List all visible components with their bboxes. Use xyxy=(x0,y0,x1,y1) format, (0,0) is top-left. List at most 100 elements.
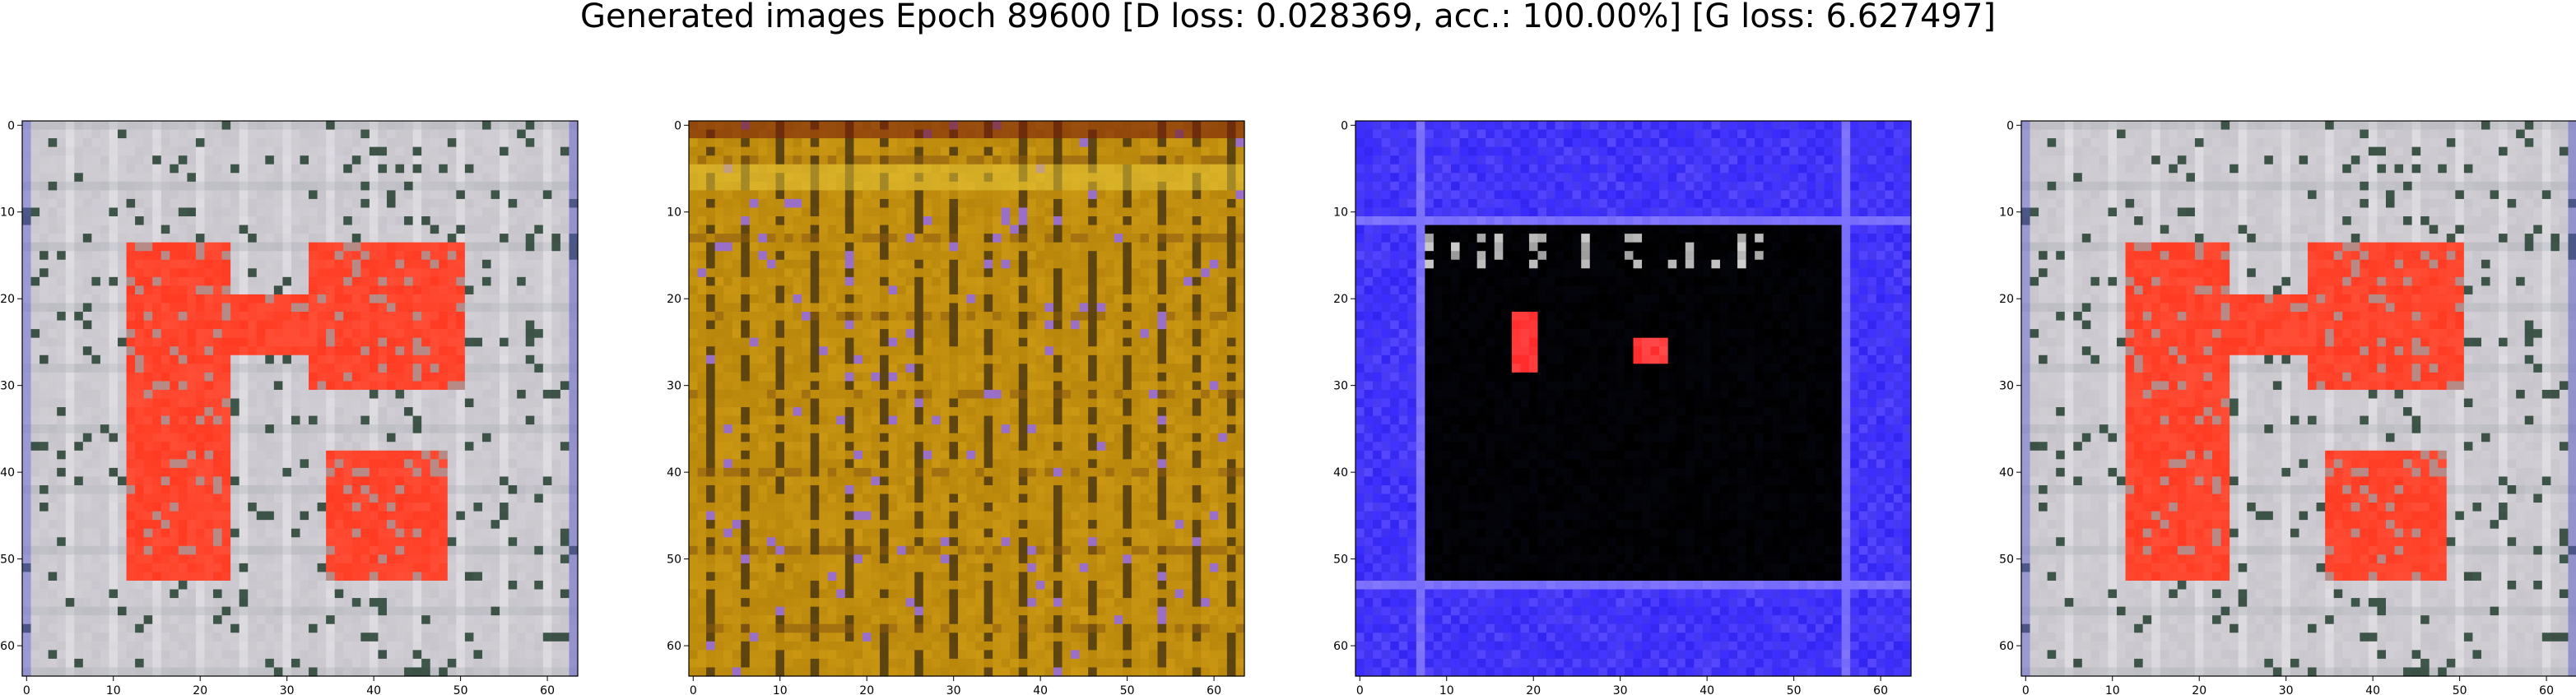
image-pixel xyxy=(369,598,379,608)
image-pixel xyxy=(378,467,388,478)
image-pixel xyxy=(784,234,794,243)
image-pixel xyxy=(30,520,40,530)
image-pixel xyxy=(230,563,240,573)
image-pixel xyxy=(282,312,292,322)
image-pixel xyxy=(273,181,284,191)
image-pixel xyxy=(239,381,249,391)
image-pixel xyxy=(1148,173,1159,183)
image-pixel xyxy=(412,329,422,339)
image-pixel xyxy=(386,484,397,495)
image-pixel xyxy=(82,433,92,442)
image-pixel xyxy=(430,511,439,521)
image-pixel xyxy=(152,138,162,148)
image-pixel xyxy=(351,268,361,278)
image-pixel xyxy=(481,545,492,555)
image-pixel xyxy=(178,276,188,286)
image-pixel xyxy=(213,138,223,148)
image-pixel xyxy=(282,164,292,174)
image-pixel xyxy=(126,155,136,165)
image-pixel xyxy=(230,623,240,633)
image-pixel xyxy=(491,381,500,391)
image-pixel xyxy=(542,433,552,442)
image-pixel xyxy=(534,623,544,633)
image-pixel xyxy=(940,146,951,156)
image-pixel xyxy=(810,138,820,148)
image-pixel xyxy=(74,251,84,261)
image-pixel xyxy=(118,346,128,356)
y-tick-label: 40 xyxy=(0,466,15,480)
image-pixel xyxy=(421,415,431,425)
image-pixel xyxy=(187,554,197,564)
image-pixel xyxy=(404,459,414,469)
image-pixel xyxy=(534,398,544,408)
image-pixel xyxy=(30,198,40,209)
image-pixel xyxy=(395,198,405,209)
image-pixel xyxy=(923,164,932,174)
image-pixel xyxy=(143,476,153,486)
image-pixel xyxy=(100,129,110,139)
image-pixel xyxy=(500,580,509,591)
image-pixel xyxy=(109,198,119,209)
image-pixel xyxy=(447,580,457,591)
image-pixel xyxy=(421,276,431,286)
image-pixel xyxy=(22,650,32,660)
image-pixel xyxy=(464,528,475,538)
image-pixel xyxy=(48,138,58,148)
image-pixel xyxy=(118,164,128,174)
image-pixel xyxy=(187,251,197,261)
image-pixel xyxy=(326,303,336,313)
image-pixel xyxy=(126,276,136,286)
image-pixel xyxy=(534,129,544,139)
image-pixel xyxy=(456,632,466,642)
image-pixel xyxy=(343,537,353,547)
image-pixel xyxy=(404,294,414,304)
image-pixel xyxy=(386,407,397,417)
image-pixel xyxy=(439,389,449,400)
image-pixel xyxy=(30,285,40,295)
image-pixel xyxy=(152,312,162,322)
image-pixel xyxy=(48,398,58,408)
image-pixel xyxy=(775,216,785,226)
image-pixel xyxy=(282,641,292,651)
image-pixel xyxy=(309,389,319,400)
image-pixel xyxy=(82,329,92,339)
image-pixel xyxy=(551,433,561,442)
image-pixel xyxy=(126,320,136,330)
image-pixel xyxy=(57,424,67,434)
image-pixel xyxy=(534,216,544,226)
image-pixel xyxy=(256,251,266,261)
image-pixel xyxy=(517,276,527,286)
image-pixel xyxy=(949,173,959,183)
image-pixel xyxy=(221,424,231,434)
image-pixel xyxy=(248,503,258,512)
image-pixel xyxy=(447,528,457,538)
image-pixel xyxy=(170,259,179,269)
image-pixel xyxy=(456,528,466,538)
image-pixel xyxy=(74,572,84,581)
image-pixel xyxy=(560,658,570,669)
image-pixel xyxy=(386,424,397,434)
image-pixel xyxy=(430,442,439,452)
image-pixel xyxy=(309,234,319,243)
image-pixel xyxy=(187,433,197,442)
image-pixel xyxy=(239,537,249,547)
image-pixel xyxy=(802,198,811,209)
image-pixel xyxy=(135,433,145,442)
image-pixel xyxy=(464,294,475,304)
image-pixel xyxy=(187,216,197,226)
image-pixel xyxy=(949,234,959,243)
image-pixel xyxy=(560,372,570,382)
image-pixel xyxy=(100,155,110,165)
image-pixel xyxy=(248,164,258,174)
image-pixel xyxy=(369,312,379,322)
image-pixel xyxy=(1062,164,1072,174)
image-pixel xyxy=(282,329,292,339)
image-pixel xyxy=(248,276,258,286)
image-pixel xyxy=(456,216,466,226)
image-pixel xyxy=(282,484,292,495)
image-pixel xyxy=(1105,121,1115,131)
axes-frame xyxy=(21,120,579,677)
image-pixel xyxy=(940,173,951,183)
image-pixel xyxy=(30,268,40,278)
image-pixel xyxy=(221,667,231,677)
